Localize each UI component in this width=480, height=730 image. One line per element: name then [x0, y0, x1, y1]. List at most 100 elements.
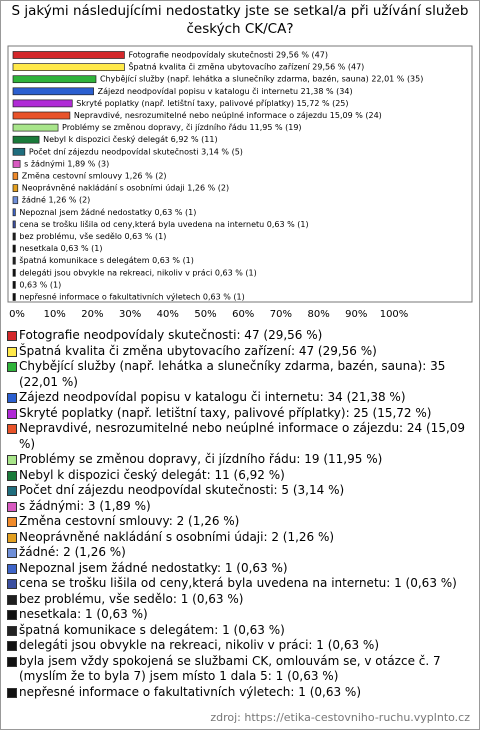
data-label: delegáti jsou obvykle na rekreaci, nikol… — [19, 268, 256, 277]
legend-item: Změna cestovní smlouvy: 2 (1,26 %) — [6, 514, 468, 530]
legend-label: Chybějící služby (např. lehátka a sluneč… — [19, 359, 446, 389]
legend-item: bez problému, vše sedělo: 1 (0,63 %) — [6, 592, 468, 608]
legend-swatch — [7, 563, 17, 574]
legend-swatch — [7, 331, 17, 341]
legend-label: nepřesné informace o fakultativních výle… — [19, 684, 362, 699]
legend-item: Zájezd neodpovídal popisu v katalogu či … — [6, 390, 468, 406]
legend-item: s žádnými: 3 (1,89 %) — [6, 499, 468, 515]
legend-item: Nepoznal jsem žádné nedostatky: 1 (0,63 … — [6, 561, 468, 577]
data-label: nepřesné informace o fakultativních výle… — [19, 292, 244, 302]
data-label: Změna cestovní smlouvy 1,26 % (2) — [22, 172, 167, 181]
bar — [12, 208, 16, 217]
legend-swatch — [7, 408, 17, 419]
legend-swatch — [7, 579, 17, 589]
legend-label: Nepravdivé, nesrozumitelné nebo neúplné … — [19, 421, 466, 451]
x-tick-label: 100% — [380, 309, 409, 320]
legend-label: Nepoznal jsem žádné nedostatky: 1 (0,63 … — [19, 560, 288, 575]
legend-swatch — [7, 486, 17, 496]
legend-item: Skryté poplatky (např. letištní taxy, pa… — [6, 406, 468, 422]
legend-swatch — [7, 625, 17, 636]
data-label: Zájezd neodpovídal popisu v katalogu či … — [98, 86, 353, 96]
legend-item: cena se trošku lišila od ceny,která byla… — [6, 576, 468, 592]
bar — [12, 147, 26, 156]
x-tick-label: 80% — [307, 309, 329, 320]
legend-swatch — [7, 346, 17, 357]
x-tick-label: 90% — [345, 309, 367, 320]
legend-swatch — [7, 517, 17, 527]
bar — [12, 281, 16, 289]
legend-swatch — [7, 641, 17, 651]
data-label: cena se trošku lišila od ceny,která byla… — [19, 219, 308, 229]
data-label: Nepravdivé, nesrozumitelné nebo neúplné … — [74, 110, 382, 120]
legend-swatch — [7, 393, 17, 403]
legend-item: Špatná kvalita či změna ubytovacího zaří… — [6, 344, 468, 360]
x-tick-label: 70% — [270, 309, 292, 320]
legend-item: Chybějící služby (např. lehátka a sluneč… — [6, 359, 468, 390]
bar — [12, 196, 19, 205]
x-tick-label: 20% — [81, 309, 103, 320]
bar — [12, 160, 21, 168]
data-label: Nebyl k dispozici český delegát 6,92 % (… — [43, 134, 218, 144]
legend-item: delegáti jsou obvykle na rekreaci, nikol… — [6, 638, 468, 654]
legend-item: Nebyl k dispozici český delegát: 11 (6,9… — [6, 468, 468, 484]
bar — [12, 220, 16, 229]
bar — [12, 99, 73, 108]
bar — [12, 135, 40, 144]
bar — [12, 268, 16, 277]
data-label: Skryté poplatky (např. letištní taxy, pa… — [76, 98, 348, 108]
legend-swatch — [7, 594, 17, 605]
source: zdroj: https://etika-cestovniho-ruchu.vy… — [210, 711, 470, 724]
legend-label: žádné: 2 (1,26 %) — [19, 545, 126, 559]
legend-label: Zájezd neodpovídal popisu v katalogu či … — [19, 390, 406, 404]
data-label: Problémy se změnou dopravy, či jízdního … — [62, 122, 302, 132]
legend-label: špatná komunikace s delegátem: 1 (0,63 %… — [19, 622, 285, 637]
legend-item: Neoprávněné nakládání s osobními údaji: … — [6, 530, 468, 546]
bar — [12, 51, 125, 59]
legend-swatch — [7, 687, 17, 698]
data-label: Fotografie neodpovídaly skutečnosti 29,5… — [128, 50, 328, 60]
bar — [12, 232, 16, 241]
bar — [12, 256, 16, 265]
chart-title: S jakými následujícími nedostatky jste s… — [11, 3, 469, 37]
legend-label: byla jsem vždy spokojená se službami CK,… — [19, 653, 441, 684]
legend-label: nesetkala: 1 (0,63 %) — [19, 607, 148, 621]
bar — [12, 87, 94, 96]
legend-item: byla jsem vždy spokojená se službami CK,… — [6, 654, 468, 685]
legend-item: nesetkala: 1 (0,63 %) — [6, 607, 468, 623]
data-label: s žádnými 1,89 % (3) — [24, 159, 109, 168]
legend-item: Fotografie neodpovídaly skutečnosti: 47 … — [6, 328, 468, 344]
legend-label: cena se trošku lišila od ceny,která byla… — [19, 576, 457, 590]
legend-swatch — [7, 501, 17, 512]
data-label: nesetkala 0,63 % (1) — [19, 244, 102, 253]
legend-label: Změna cestovní smlouvy: 2 (1,26 %) — [19, 514, 240, 528]
legend-item: Nepravdivé, nesrozumitelné nebo neúplné … — [6, 421, 468, 452]
x-tick-label: 50% — [194, 309, 216, 320]
legend-swatch — [7, 424, 17, 434]
legend-item: žádné: 2 (1,26 %) — [6, 545, 468, 561]
data-label: Chybějící služby (např. lehátka a sluneč… — [100, 74, 423, 84]
legend-label: delegáti jsou obvykle na rekreaci, nikol… — [19, 638, 380, 652]
bar — [12, 293, 16, 301]
legend-label: Neoprávněné nakládání s osobními údaji: … — [19, 529, 335, 544]
legend-label: s žádnými: 3 (1,89 %) — [19, 498, 151, 513]
bar — [12, 184, 19, 192]
legend-label: Problémy se změnou dopravy, či jízdního … — [19, 452, 383, 466]
data-label: Neoprávněné nakládání s osobními údaji 1… — [22, 183, 229, 193]
bar — [12, 172, 19, 180]
bar — [12, 111, 71, 120]
legend: Fotografie neodpovídaly skutečnosti: 47 … — [6, 328, 468, 700]
legend-label: Skryté poplatky (např. letištní taxy, pa… — [19, 405, 432, 420]
chart: 0% 10% 20% 30% 40% 50% 60% 70% 80% 90% 100% Fotogra… — [7, 45, 473, 320]
legend-label: Počet dní zájezdu neodpovídal skutečnost… — [19, 483, 345, 497]
legend-swatch — [7, 548, 17, 558]
legend-label: bez problému, vše sedělo: 1 (0,63 %) — [19, 591, 244, 606]
x-tick-label: 10% — [44, 309, 66, 320]
bar — [12, 63, 125, 71]
bar — [12, 123, 59, 132]
data-label: Nepoznal jsem žádné nedostatky 0,63 % (1… — [19, 207, 196, 217]
data-label: žádné 1,26 % (2) — [22, 195, 91, 205]
x-tick-label: 0% — [9, 309, 25, 320]
x-tick-label: 30% — [119, 309, 141, 320]
legend-swatch — [7, 656, 17, 667]
